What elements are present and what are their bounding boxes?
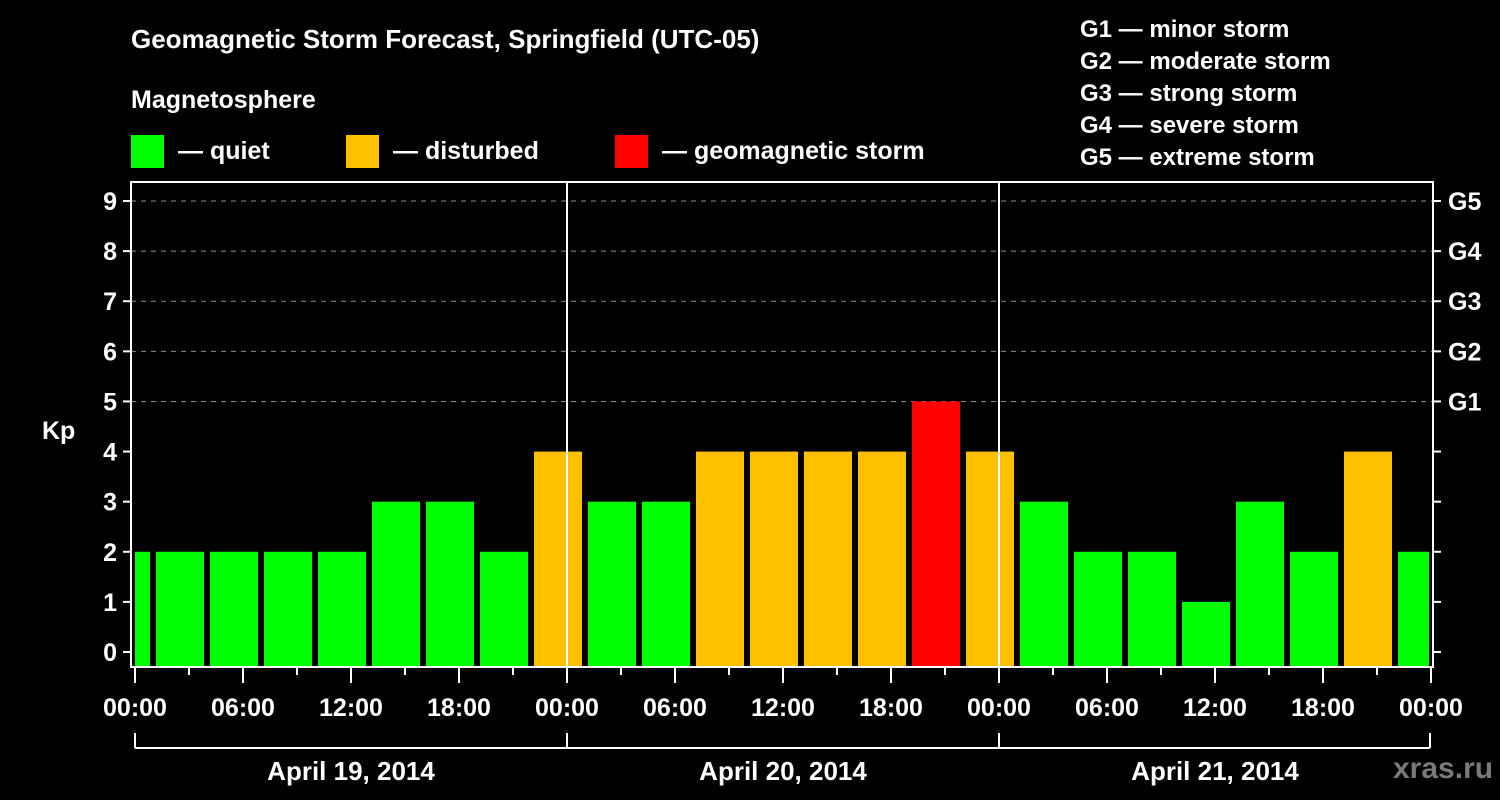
legend-item-disturbed: — disturbed: [346, 134, 539, 168]
g-scale-g4: G4 — severe storm: [1080, 112, 1299, 139]
bar-quiet: [372, 501, 420, 667]
bar-quiet: [156, 551, 204, 667]
x-tick-label: 12:00: [751, 694, 815, 722]
bar-quiet: [318, 551, 366, 667]
y-axis-label: Kp: [42, 417, 75, 445]
bar-quiet: [1020, 501, 1068, 667]
axes: [123, 181, 1441, 749]
x-tick-label: 12:00: [319, 694, 383, 722]
disturbed-swatch: [346, 134, 379, 168]
y-tick-label: 7: [103, 288, 117, 316]
bar-quiet: [642, 501, 690, 667]
g-scale-legend: G1 — minor storm G2 — moderate storm G3 …: [1080, 14, 1331, 174]
legend-label-storm: — geomagnetic storm: [662, 136, 925, 165]
bar-quiet: [1398, 551, 1429, 667]
x-tick-label: 00:00: [1399, 694, 1463, 722]
g-scale-g2: G2 — moderate storm: [1080, 48, 1331, 75]
bar-quiet: [1128, 551, 1176, 667]
y-tick-label: 2: [103, 539, 117, 567]
gridlines: [131, 200, 1433, 402]
x-tick-label: 06:00: [211, 694, 275, 722]
x-tick-label: 00:00: [535, 694, 599, 722]
y-tick-label: 4: [103, 439, 117, 467]
x-tick-label: 06:00: [1075, 694, 1139, 722]
bar-disturbed: [534, 451, 582, 667]
x-tick-label: 00:00: [103, 694, 167, 722]
bar-disturbed: [750, 451, 798, 667]
y-tick-label: 9: [103, 188, 117, 216]
bar-disturbed: [858, 451, 906, 667]
storm-swatch: [615, 134, 648, 168]
bar-disturbed: [1344, 451, 1392, 667]
legend-item-storm: — geomagnetic storm: [615, 134, 925, 168]
bar-quiet: [588, 501, 636, 667]
x-tick-label: 18:00: [427, 694, 491, 722]
g-level-label: G2: [1448, 338, 1481, 366]
bar-quiet: [426, 501, 474, 667]
x-tick-label: 06:00: [643, 694, 707, 722]
legend-item-quiet: — quiet: [131, 134, 270, 168]
day-label: April 19, 2014: [267, 756, 435, 786]
x-tick-label: 00:00: [967, 694, 1031, 722]
bar-quiet: [210, 551, 258, 667]
bar-quiet: [480, 551, 528, 667]
bar-quiet: [1074, 551, 1122, 667]
y-tick-label: 6: [103, 338, 117, 366]
quiet-swatch: [131, 134, 164, 168]
x-tick-label: 18:00: [859, 694, 923, 722]
bar-quiet: [1236, 501, 1284, 667]
legend-label-disturbed: — disturbed: [393, 136, 539, 165]
bar-disturbed: [696, 451, 744, 667]
g-scale-g1: G1 — minor storm: [1080, 16, 1290, 43]
watermark: xras.ru: [1393, 752, 1494, 785]
y-tick-label: 8: [103, 238, 117, 266]
axis-labels: 0 1 2 3 4 5 6 7 8 9 G1 G2 G3 G4 G5 Kp 00:00 06:00 12:00 18:…: [42, 188, 1481, 786]
g-level-label: G1: [1448, 388, 1481, 416]
y-tick-label: 1: [103, 589, 117, 617]
g-level-label: G4: [1448, 238, 1481, 266]
legend-title: Magnetosphere: [131, 86, 316, 114]
g-level-label: G3: [1448, 288, 1481, 316]
bar-quiet: [1290, 551, 1338, 667]
bar-disturbed: [804, 451, 852, 667]
y-tick-label: 0: [103, 639, 117, 667]
day-label: April 21, 2014: [1131, 756, 1299, 786]
bar-quiet: [264, 551, 312, 667]
day-label: April 20, 2014: [699, 756, 867, 786]
y-tick-label: 3: [103, 489, 117, 517]
bar-storm: [912, 401, 960, 667]
g-level-label: G5: [1448, 188, 1481, 216]
bar-quiet: [135, 551, 150, 667]
x-tick-label: 12:00: [1183, 694, 1247, 722]
x-tick-label: 18:00: [1291, 694, 1355, 722]
y-tick-label: 5: [103, 388, 117, 416]
bar-quiet: [1182, 601, 1230, 667]
chart-title: Geomagnetic Storm Forecast, Springfield …: [131, 24, 760, 54]
g-scale-g5: G5 — extreme storm: [1080, 144, 1315, 171]
g-scale-g3: G3 — strong storm: [1080, 80, 1298, 107]
legend-label-quiet: — quiet: [178, 136, 270, 165]
bar-disturbed: [966, 451, 1014, 667]
bars: [135, 401, 1429, 667]
